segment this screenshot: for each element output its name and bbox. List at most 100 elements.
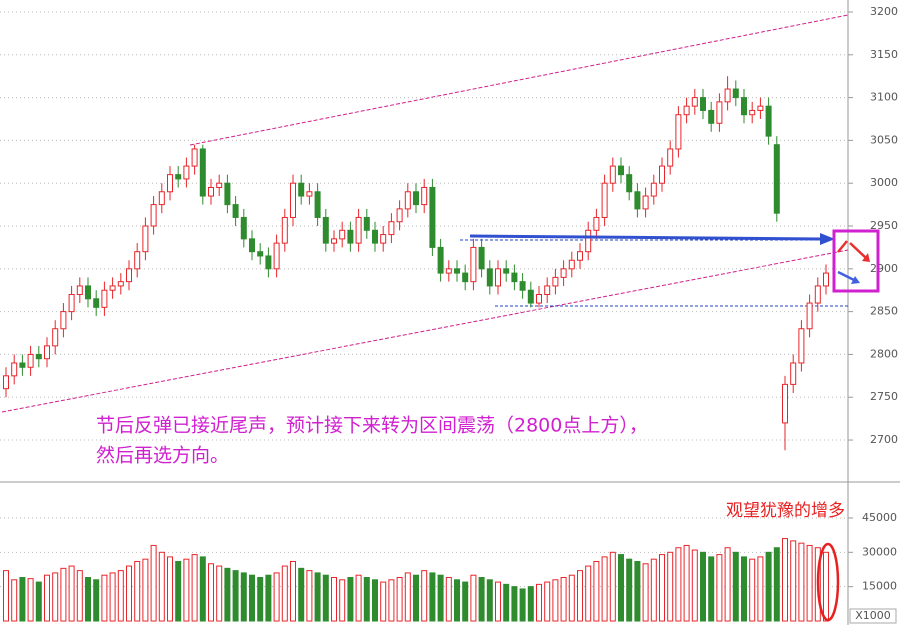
volume-bar [150,544,157,622]
volume-bar [741,556,747,622]
candle-body [667,148,674,167]
candle-body [626,174,633,193]
candle-body [700,97,706,111]
candle-body [142,225,149,253]
volume-bar [314,572,321,622]
volume-bar [347,576,354,622]
candle-body [363,216,370,231]
arrow [837,240,848,253]
volume-bar [552,579,559,622]
y-tick-label: 3050 [870,133,898,146]
y-tick-label: 2800 [870,347,898,360]
unit-box [849,608,897,624]
arrow-head [851,276,860,284]
volume-bar [716,554,723,622]
volume-bar [642,563,649,622]
volume-bar [413,574,419,622]
candle-body [495,268,501,287]
volume-bar [519,588,526,622]
arrow [849,242,867,259]
candle-body [741,97,747,116]
candle-body [126,268,132,283]
volume-bar [683,544,690,622]
candle-body [708,109,715,124]
candle-body [158,191,165,206]
candle-body [3,375,9,390]
candle-body [683,105,690,116]
volume-bar [331,576,337,622]
candle-body [314,191,321,218]
candle-body [355,216,362,244]
candle-body [413,191,419,206]
annotation: 然后再选方向。 [96,445,229,467]
volume-bar [560,576,567,622]
highlight-box [832,229,880,293]
y-tick-label: 2950 [870,219,898,232]
candle-body [167,174,173,193]
candle-body [372,229,378,244]
volume-bar [232,570,239,622]
candle-body [322,216,329,244]
volume-bar [823,551,829,622]
y-tick-label: 2700 [870,433,898,446]
volume-bar [724,547,731,622]
volume-bar [593,560,600,622]
candle-body [109,285,116,291]
volume-bar [454,579,460,622]
volume-bar [650,558,657,622]
candle-body [659,165,665,184]
candle-body [117,281,124,287]
volume-bar [806,544,813,622]
y-tick-label: 2900 [870,262,898,275]
candle-body [404,191,411,210]
volume-bar [749,558,756,622]
candle-body [76,285,83,295]
candle-body [823,272,829,287]
volume-bar [765,551,772,622]
volume-bar [503,583,510,622]
volume-bar [11,579,18,622]
candle-body [11,362,18,377]
candle-body [68,293,75,313]
candle-body [454,268,460,274]
candle-body [191,148,198,167]
candle-body [749,109,756,116]
candle-body [478,246,485,270]
volume-bar [134,560,141,622]
candle-body [437,246,444,274]
volume-bar [757,556,764,622]
volume-bar [626,558,633,622]
arrow [469,234,821,241]
volume-tick-label: 30000 [862,545,897,558]
y-tick-label: 3150 [870,48,898,61]
volume-bar [495,581,501,622]
candle-body [298,182,305,197]
candle-body [757,105,764,111]
volume-bar [109,572,116,622]
candle-body [560,268,567,278]
candle-body [642,195,649,210]
candle-body [331,238,337,244]
volume-bar [486,579,493,622]
candle-body [93,298,100,308]
volume-bar [52,572,59,622]
candle-body [35,353,42,360]
candle-body [675,114,682,150]
candle-body [388,221,395,236]
candle-body [806,302,813,330]
volume-bar [19,576,26,622]
volume-bar [216,565,223,622]
volume-bar [199,556,206,622]
volume-bar [249,574,255,622]
volume-bar [273,572,280,622]
candle-body [19,362,26,368]
candle-body [60,311,67,330]
candle-body [577,251,583,261]
volume-bar [27,578,34,622]
volume-bar [372,579,378,622]
volume-bar [380,581,387,622]
arrow-head [862,253,870,262]
candle-body [773,144,780,214]
candle-body [462,272,469,283]
